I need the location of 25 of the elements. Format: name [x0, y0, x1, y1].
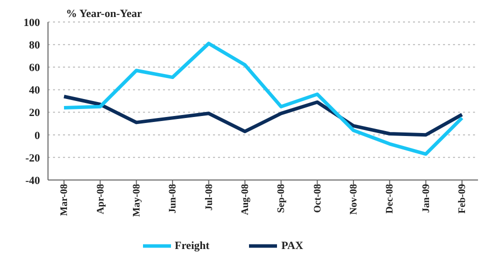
y-axis-title: % Year-on-Year: [66, 8, 142, 20]
y-tick-label: 40: [29, 84, 40, 97]
x-tick-label: Oct-08: [312, 184, 324, 213]
y-tick-label: 80: [29, 39, 40, 52]
y-tick-label: -40: [25, 174, 40, 187]
y-tick-label: 20: [29, 107, 40, 120]
x-tick-label: May-08: [131, 184, 142, 217]
y-tick-label: 60: [29, 62, 40, 74]
x-tick-label: Aug-08: [240, 184, 252, 216]
y-tick-label: 0: [34, 130, 40, 142]
line-series: [62, 42, 464, 156]
x-tick-label: Sep-08: [276, 184, 288, 213]
legend-label: PAX: [281, 240, 304, 252]
x-tick-label: Dec-08: [384, 184, 396, 214]
x-tick-label: Apr-08: [95, 184, 106, 214]
x-tick-label: Jul-08: [204, 184, 215, 211]
x-tick-label: Mar-08: [59, 184, 70, 216]
line-series: [62, 94, 464, 137]
y-tick-label: 100: [24, 16, 40, 29]
x-tick-label: Jun-08: [168, 184, 179, 214]
x-tick-label: Feb-09: [457, 184, 468, 214]
x-tick-label: Nov-08: [348, 184, 360, 215]
y-tick-label: -20: [25, 152, 40, 164]
x-tick-label: Jan-09: [420, 184, 432, 213]
legend-label: Freight: [174, 240, 210, 252]
